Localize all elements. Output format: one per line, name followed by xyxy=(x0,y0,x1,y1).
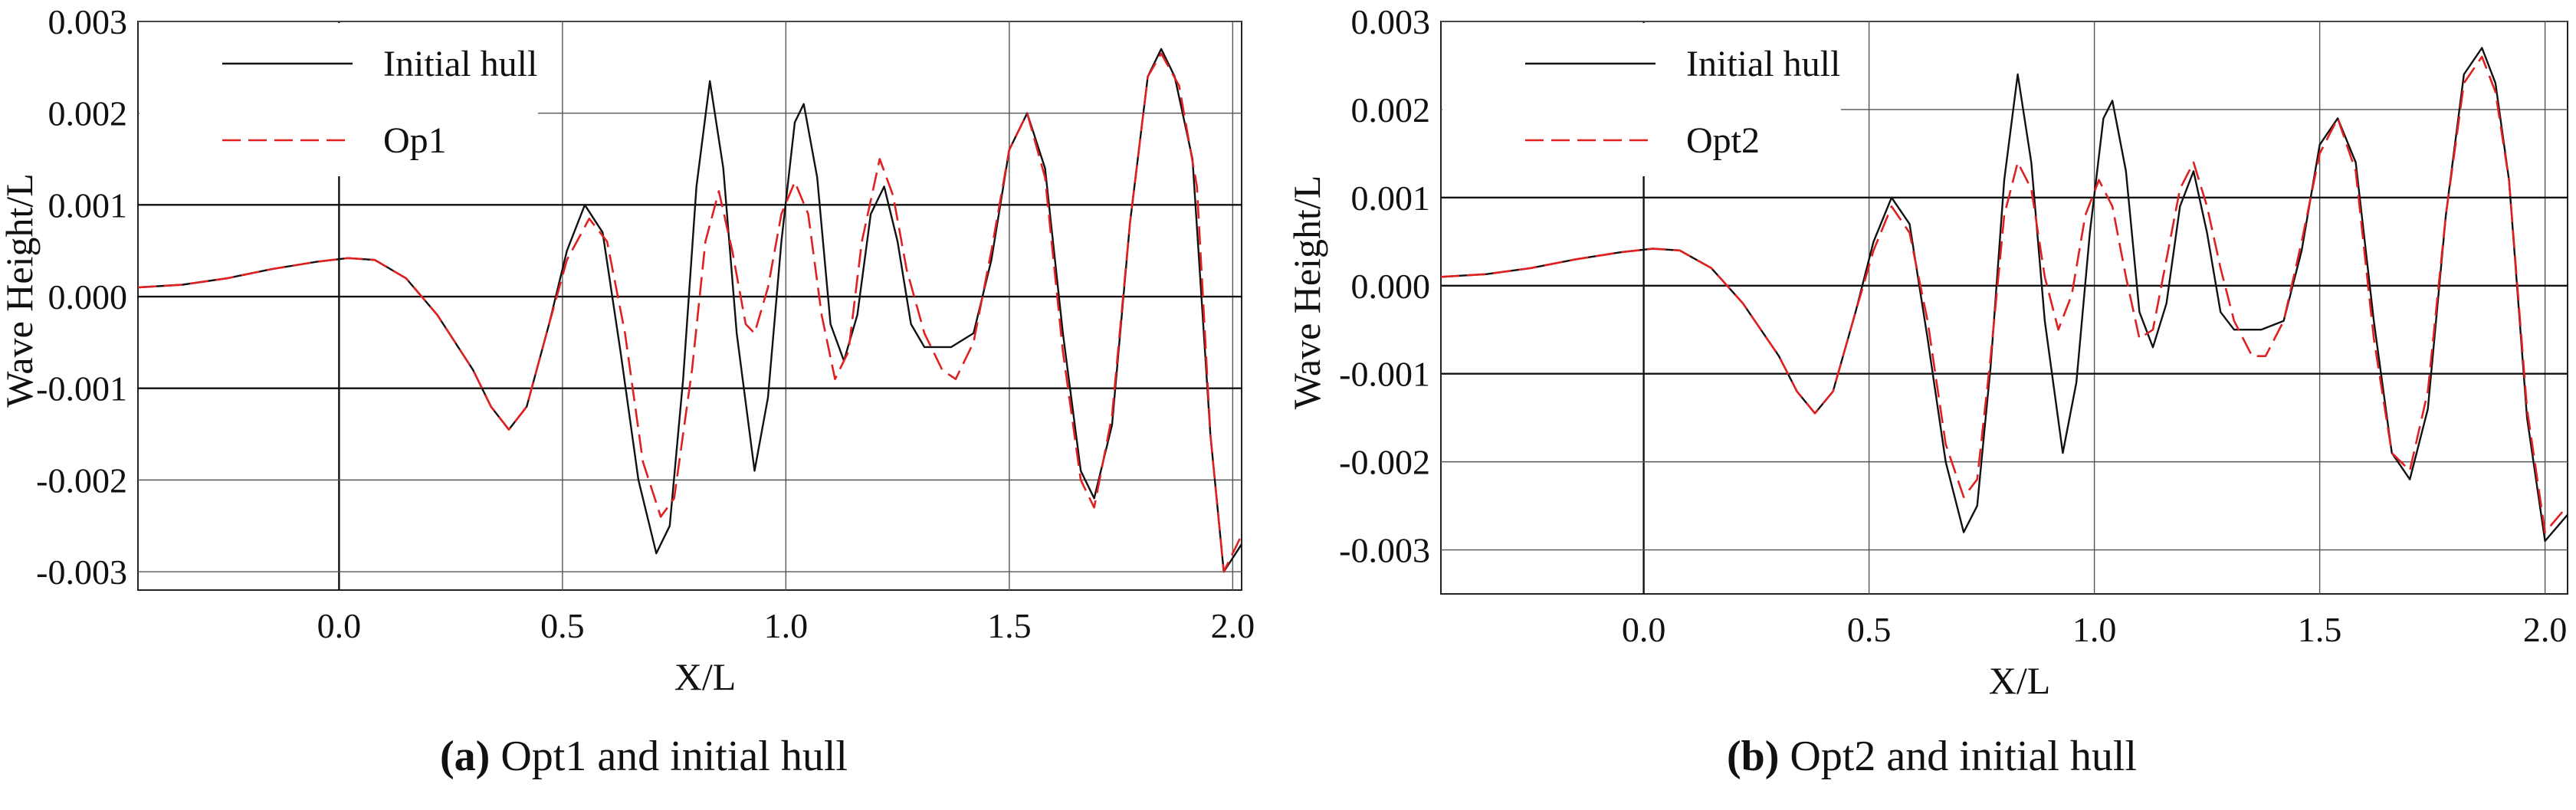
chart-a-x-tick-label: 0.0 xyxy=(317,606,362,645)
chart-b-y-tick-label: 0.000 xyxy=(1351,267,1431,306)
chart-a-legend-label: Op1 xyxy=(383,120,447,161)
chart-a-legend-label: Initial hull xyxy=(383,44,537,84)
chart-b-y-tick-label: 0.002 xyxy=(1351,90,1431,130)
chart-a-y-tick-label: -0.003 xyxy=(36,553,127,592)
chart-a-y-axis-label: Wave Height/L xyxy=(0,173,41,408)
chart-a-x-tick-label: 2.0 xyxy=(1211,606,1255,645)
chart-b-legend-label: Initial hull xyxy=(1686,44,1840,84)
caption-a-label: (a) xyxy=(440,733,491,780)
chart-b-legend-label: Opt2 xyxy=(1686,120,1760,161)
chart-a-legend-box xyxy=(139,23,538,176)
chart-b-grid xyxy=(1441,21,2568,594)
chart-a-series-initial-hull-line xyxy=(138,48,1242,573)
panel-a: 0.0 0.5 1.0 1.5 2.0 0.003 0.002 0.001 0.000 -0.00… xyxy=(0,2,1288,781)
chart-b-y-axis-label: Wave Height/L xyxy=(1288,175,1328,410)
panel-b: 0.0 0.5 1.0 1.5 2.0 0.003 0.002 0.001 0.000 -0.00… xyxy=(1288,0,2576,810)
caption-b-label: (b) xyxy=(1726,733,1780,780)
chart-b-x-tick-label: 0.5 xyxy=(1847,610,1892,649)
chart-a-y-tick-label: 0.001 xyxy=(48,185,128,225)
caption-b: (b) Opt2 and initial hull xyxy=(1288,732,2576,781)
chart-a-y-tick-label: 0.002 xyxy=(48,94,128,133)
chart-b-legend-box xyxy=(1442,23,1841,176)
chart-a-x-axis-label: X/L xyxy=(674,655,737,698)
chart-a-y-tick-label: -0.001 xyxy=(36,369,127,408)
chart-b-x-tick-label: 2.0 xyxy=(2523,610,2568,649)
chart-b-y-tick-label: -0.003 xyxy=(1339,531,1430,570)
chart-b-x-tick-label: 1.0 xyxy=(2072,610,2117,649)
caption-a-text: Opt1 and initial hull xyxy=(500,733,848,780)
chart-b-x-tick-label: 1.5 xyxy=(2298,610,2342,649)
chart-a-y-tick-label: 0.003 xyxy=(48,2,128,41)
chart-b-x-tick-label: 0.0 xyxy=(1622,610,1666,649)
chart-a-y-tick-label: -0.002 xyxy=(36,461,127,500)
chart-a: 0.0 0.5 1.0 1.5 2.0 0.003 0.002 0.001 0.000 -0.00… xyxy=(0,2,1255,698)
chart-a-y-tick-label: 0.000 xyxy=(48,277,128,316)
caption-b-text: Opt2 and initial hull xyxy=(1790,733,2138,780)
chart-a-x-tick-label: 0.5 xyxy=(540,606,585,645)
chart-b-series-optimized-line xyxy=(1441,55,2568,533)
chart-a-x-tick-label: 1.5 xyxy=(987,606,1032,645)
chart-a-series-optimized-line xyxy=(138,52,1242,573)
chart-b-legend: Initial hull Opt2 xyxy=(1442,23,1841,176)
chart-a-x-tick-label: 1.0 xyxy=(764,606,809,645)
chart-b-y-tick-label: -0.001 xyxy=(1339,355,1430,394)
chart-b-y-tick-label: -0.002 xyxy=(1339,443,1430,482)
chart-b-y-tick-label: 0.003 xyxy=(1351,2,1431,41)
chart-b: 0.0 0.5 1.0 1.5 2.0 0.003 0.002 0.001 0.000 -0.00… xyxy=(1288,2,2568,702)
chart-b-y-tick-label: 0.001 xyxy=(1351,179,1431,218)
chart-b-x-axis-label: X/L xyxy=(1989,659,2051,702)
caption-a: (a) Opt1 and initial hull xyxy=(0,732,1288,781)
chart-a-legend: Initial hull Op1 xyxy=(139,23,538,176)
